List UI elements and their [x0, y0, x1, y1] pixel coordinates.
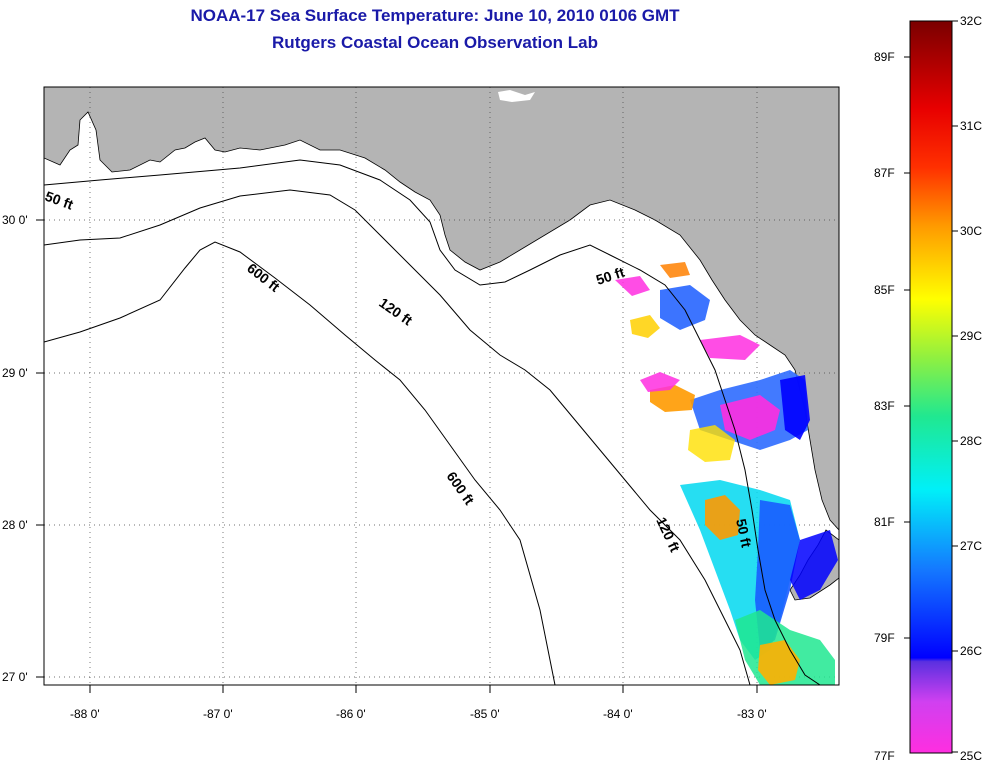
- sst-swath: [700, 335, 760, 360]
- celsius-label: 27C: [960, 539, 982, 553]
- sst-swath: [790, 530, 838, 600]
- island: [498, 90, 535, 102]
- sst-swath: [758, 640, 800, 685]
- lon-label: -88 0': [70, 707, 100, 721]
- celsius-label: 32C: [960, 14, 982, 28]
- fahrenheit-label: 87F: [874, 166, 895, 180]
- lat-label: 30 0': [2, 213, 28, 227]
- celsius-label: 28C: [960, 434, 982, 448]
- color-bar: [909, 20, 953, 754]
- fahrenheit-label: 83F: [874, 399, 895, 413]
- map-frame: [43, 86, 840, 686]
- contour-line-120ft: [44, 189, 751, 685]
- contour-line-600ft: [44, 241, 556, 685]
- depth-contours: [44, 159, 821, 685]
- sst-swath: [660, 285, 710, 330]
- contour-label: 50 ft: [733, 517, 755, 549]
- color-bar-ticks: [904, 20, 958, 753]
- sst-swath: [755, 500, 800, 650]
- map-title: NOAA-17 Sea Surface Temperature: June 10…: [190, 6, 680, 25]
- sst-swath: [640, 372, 680, 392]
- lat-label: 29 0': [2, 366, 28, 380]
- contour-line-50ft: [44, 159, 821, 685]
- fahrenheit-label: 89F: [874, 50, 895, 64]
- sst-swath: [615, 276, 650, 296]
- fahrenheit-label: 79F: [874, 631, 895, 645]
- lat-label: 28 0': [2, 518, 28, 532]
- lon-label: -84 0': [603, 707, 633, 721]
- lon-label: -86 0': [336, 707, 366, 721]
- celsius-label: 30C: [960, 224, 982, 238]
- lat-label: 27 0': [2, 670, 28, 684]
- sst-data: [615, 262, 838, 685]
- celsius-label: 26C: [960, 644, 982, 658]
- fahrenheit-label: 85F: [874, 283, 895, 297]
- sst-swath: [630, 315, 660, 338]
- sst-swath: [705, 495, 740, 540]
- axis-ticks: [36, 219, 758, 693]
- lon-label: -87 0': [203, 707, 233, 721]
- sst-swath: [660, 262, 690, 278]
- fahrenheit-label: 81F: [874, 515, 895, 529]
- sst-swath: [650, 385, 695, 412]
- lon-label: -85 0': [470, 707, 500, 721]
- celsius-label: 31C: [960, 119, 982, 133]
- celsius-label: 25C: [960, 749, 982, 763]
- celsius-label: 29C: [960, 329, 982, 343]
- lon-label: -83 0': [737, 707, 767, 721]
- sst-swath: [688, 425, 735, 462]
- map-subtitle: Rutgers Coastal Ocean Observation Lab: [272, 33, 598, 52]
- sst-swath: [780, 375, 810, 440]
- fahrenheit-label: 77F: [874, 749, 895, 763]
